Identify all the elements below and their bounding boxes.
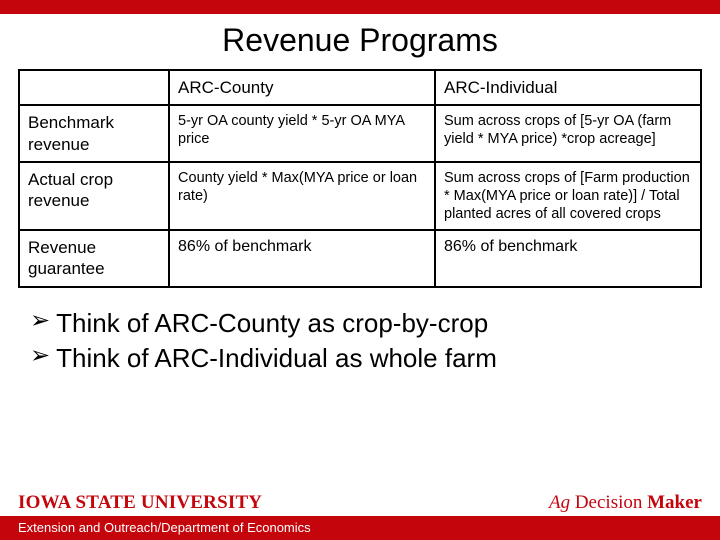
top-red-bar (0, 0, 720, 14)
table-row: Benchmark revenue 5-yr OA county yield *… (19, 105, 701, 162)
dept-text: Extension and Outreach/Department of Eco… (18, 520, 311, 535)
cell-benchmark-county: 5-yr OA county yield * 5-yr OA MYA price (169, 105, 435, 162)
list-item: ➢ Think of ARC-County as crop-by-crop (30, 308, 690, 339)
bullet-text: Think of ARC-Individual as whole farm (56, 343, 497, 374)
cell-benchmark-individual: Sum across crops of [5-yr OA (farm yield… (435, 105, 701, 162)
isu-logo-text: IOWA STATE UNIVERSITY (18, 492, 262, 514)
cell-guarantee-individual: 86% of benchmark (435, 230, 701, 287)
arrow-bullet-icon: ➢ (30, 308, 50, 334)
col-header-blank (19, 70, 169, 105)
revenue-table-wrap: ARC-County ARC-Individual Benchmark reve… (18, 69, 702, 288)
arrow-bullet-icon: ➢ (30, 343, 50, 369)
brand-row: IOWA STATE UNIVERSITY Ag Decision Maker (0, 492, 720, 516)
page-title: Revenue Programs (0, 22, 720, 59)
row-label-benchmark: Benchmark revenue (19, 105, 169, 162)
cell-actual-individual: Sum across crops of [Farm production * M… (435, 162, 701, 230)
ag-decision-maker-logo: Ag Decision Maker (549, 492, 702, 514)
table-header-row: ARC-County ARC-Individual (19, 70, 701, 105)
footer-red-band: Extension and Outreach/Department of Eco… (0, 516, 720, 540)
col-header-county: ARC-County (169, 70, 435, 105)
row-label-guarantee: Revenue guarantee (19, 230, 169, 287)
table-row: Actual crop revenue County yield * Max(M… (19, 162, 701, 230)
bullet-list: ➢ Think of ARC-County as crop-by-crop ➢ … (30, 308, 690, 374)
list-item: ➢ Think of ARC-Individual as whole farm (30, 343, 690, 374)
cell-actual-county: County yield * Max(MYA price or loan rat… (169, 162, 435, 230)
row-label-actual: Actual crop revenue (19, 162, 169, 230)
bullet-text: Think of ARC-County as crop-by-crop (56, 308, 488, 339)
adm-ag: Ag (549, 492, 575, 513)
revenue-table: ARC-County ARC-Individual Benchmark reve… (18, 69, 702, 288)
col-header-individual: ARC-Individual (435, 70, 701, 105)
footer: IOWA STATE UNIVERSITY Ag Decision Maker … (0, 492, 720, 540)
table-row: Revenue guarantee 86% of benchmark 86% o… (19, 230, 701, 287)
cell-guarantee-county: 86% of benchmark (169, 230, 435, 287)
adm-maker: Maker (647, 492, 702, 513)
adm-decision: Decision (575, 492, 647, 513)
